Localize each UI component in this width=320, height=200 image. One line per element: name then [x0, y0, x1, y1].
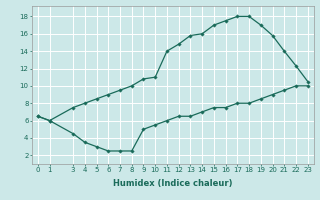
- X-axis label: Humidex (Indice chaleur): Humidex (Indice chaleur): [113, 179, 233, 188]
